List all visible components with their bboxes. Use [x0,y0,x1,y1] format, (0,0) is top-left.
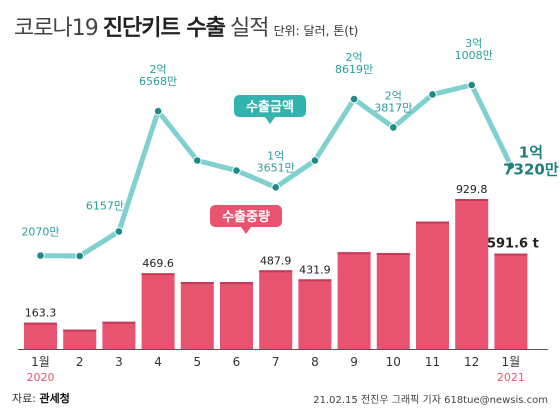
x-tick-label: 8 [311,355,319,369]
legend-amount-text: 수출금액 [246,99,294,115]
weight-bar [259,270,293,349]
amount-data-label-line2: 7320만 [503,161,559,179]
chart-title: 코로나19 진단키트 수출 실적 단위: 달러, 톤(t) [14,10,358,42]
amount-data-label: 6157만 [86,199,124,212]
legend-weight-text: 수출중량 [222,209,270,225]
x-tick-label: 12 [464,355,479,369]
amount-data-label-line1: 2억 [346,51,363,64]
weight-bar-cap [337,252,371,255]
x-tick-label: 9 [350,355,358,369]
weight-bar-cap [376,253,410,256]
amount-data-label-line2: 8619만 [335,63,373,76]
weight-bar-cap [494,253,528,256]
weight-bar-cap [220,282,253,285]
weight-bar-cap [455,199,489,201]
source-label: 자료: [12,392,36,405]
weight-bar [141,273,175,349]
year-label: 2020 [27,371,55,384]
amount-data-label: 2070만 [21,226,59,239]
amount-data-label-line1: 2억 [385,89,402,102]
title-part3: 실적 [230,16,269,41]
weight-bar-cap [63,329,97,332]
bar-data-label: 929.8 [456,183,488,196]
amount-data-label-line1: 2억 [150,63,167,76]
amount-point [349,94,359,104]
weight-bar-cap [416,221,449,224]
amount-data-label-line2: 1008만 [455,49,493,62]
amount-data-label-line2: 6568만 [139,75,177,88]
bar-data-label: 163.3 [25,307,57,320]
source-name: 관세청 [39,392,70,405]
x-tick-label: 5 [193,355,201,369]
amount-point [428,90,437,99]
title-part2: 진단키트 수출 [102,16,226,41]
amount-point [310,156,320,165]
credit-line: 21.02.15 전진우 그래픽 기자 618tue@newsis.com [313,395,548,406]
bar-data-label: 591.6 t [487,237,539,252]
amount-data-label-line1: 1억 [519,144,543,162]
bar-data-label: 469.6 [142,257,174,270]
legend-weight: 수출중량 [210,205,282,234]
x-tick-label: 2 [76,355,84,369]
bar-data-label: 487.9 [260,254,292,267]
source-note: 자료: 관세청 [12,390,70,406]
amount-data-label-line2: 3817만 [374,101,412,114]
x-tick-label: 1월 [31,355,50,369]
amount-point [467,80,477,90]
weight-bar-cap [180,282,214,285]
title-part1: 코로나19 [14,16,99,41]
amount-point [75,251,84,261]
amount-point [506,161,516,170]
weight-bar [337,252,371,349]
x-tick-label: 10 [386,355,401,369]
x-tick-label: 4 [154,355,162,369]
weight-bar [376,253,410,349]
weight-bar [494,253,528,349]
weight-bar-cap [141,273,175,276]
x-tick-label: 11 [425,355,440,369]
x-tick-label: 6 [233,355,241,369]
amount-data-label-line2: 3651만 [257,161,295,174]
amount-point [193,156,202,165]
weight-bar [180,282,214,349]
bar-data-label: 431.9 [299,263,331,276]
amount-point [36,251,45,260]
amount-point [153,106,163,116]
legend-amount: 수출금액 [234,95,306,124]
amount-point [271,183,281,192]
weight-bar-cap [24,322,57,325]
weight-bar [455,199,489,349]
weight-bar [102,321,136,349]
weight-bar-cap [259,270,293,273]
weight-bar [220,282,253,349]
weight-bar-cap [298,279,332,282]
amount-point [232,166,241,175]
year-label: 2021 [497,371,525,384]
x-tick-label: 3 [115,355,123,369]
weight-bar-cap [102,321,136,324]
weight-bar [416,221,449,349]
x-tick-label: 7 [272,355,280,369]
amount-point [389,123,398,132]
amount-data-label-line1: 1억 [267,149,284,162]
amount-data-label-line1: 3억 [465,37,482,50]
amount-point [114,227,124,236]
x-tick-label: 1월 [502,355,521,369]
unit-note: 단위: 달러, 톤(t) [273,24,359,38]
weight-bar [298,279,332,349]
weight-bar [63,329,97,349]
weight-bar [24,322,57,349]
